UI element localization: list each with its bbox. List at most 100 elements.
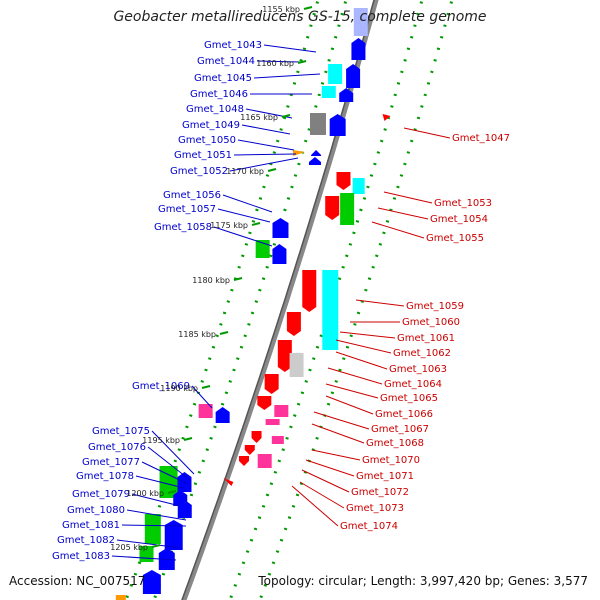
gene-label-gmet-1071: Gmet_1071 <box>356 471 414 482</box>
gene-label-gmet-1068: Gmet_1068 <box>366 438 424 449</box>
dotted-ring-3 <box>258 0 454 600</box>
feature-1080 <box>177 500 192 518</box>
leader-gmet-1049 <box>241 124 291 135</box>
gene-label-gmet-1050: Gmet_1050 <box>178 135 236 146</box>
position-ticks: 1155 kbp 1160 kbp 1165 kbp 1170 kbp 1175 kbp… <box>110 5 313 552</box>
gene-label-gmet-1063: Gmet_1063 <box>389 364 447 375</box>
dotted-ring-0 <box>124 0 320 600</box>
gene-label-gmet-1059: Gmet_1059 <box>406 301 464 312</box>
gene-label-gmet-1055: Gmet_1055 <box>426 233 484 244</box>
feature-1044 <box>328 64 343 84</box>
gene-label-gmet-1077: Gmet_1077 <box>82 457 140 468</box>
leader-gmet-1072 <box>301 469 350 493</box>
gene-label-gmet-1043: Gmet_1043 <box>204 40 262 51</box>
leader-gmet-1069 <box>191 385 213 409</box>
feature-1052 <box>308 157 321 165</box>
gene-label-gmet-1066: Gmet_1066 <box>375 409 433 420</box>
feature-1046 <box>339 88 354 102</box>
leader-gmet-1063 <box>335 351 388 370</box>
tick-mark-1 <box>297 60 307 64</box>
gene-label-gmet-1047: Gmet_1047 <box>452 133 510 144</box>
feature-1058 <box>272 244 287 264</box>
leader-gmet-1064 <box>327 367 383 385</box>
feature-1053 <box>336 172 351 190</box>
feature-top <box>353 8 368 36</box>
gene-label-gmet-1045: Gmet_1045 <box>194 73 252 84</box>
leader-gmet-1065 <box>325 383 379 399</box>
gene-label-gmet-1056: Gmet_1056 <box>163 190 221 201</box>
gene-label-gmet-1082: Gmet_1082 <box>57 535 115 546</box>
leader-gmet-1057 <box>217 208 271 223</box>
tick-label-8: 1195 kbp <box>142 436 180 445</box>
feature-1062 <box>277 340 292 372</box>
gene-label-gmet-1069: Gmet_1069 <box>132 381 190 392</box>
feature-1070 <box>271 436 284 444</box>
feature-1065 <box>257 396 272 410</box>
leader-gmet-1067 <box>313 411 370 430</box>
gene-label-gmet-1064: Gmet_1064 <box>384 379 442 390</box>
tick-mark-9 <box>167 490 177 494</box>
leader-gmet-1061 <box>339 331 396 339</box>
tick-mark-10 <box>151 544 161 548</box>
accession-text: Accession: NC_007517 <box>9 574 146 588</box>
leader-gmet-1074 <box>291 485 339 527</box>
leader-gmet-1051 <box>233 153 297 156</box>
gene-label-gmet-1081: Gmet_1081 <box>62 520 120 531</box>
feature-1056 <box>272 218 289 238</box>
feature-1069a <box>198 404 213 418</box>
tick-label-4: 1175 kbp <box>210 221 248 230</box>
gene-label-gmet-1080: Gmet_1080 <box>67 505 125 516</box>
leader-gmet-1083 <box>111 555 177 561</box>
feature-1059 <box>322 270 339 350</box>
gene-label-gmet-1073: Gmet_1073 <box>346 503 404 514</box>
gene-label-gmet-1083: Gmet_1083 <box>52 551 110 562</box>
leader-gmet-1050 <box>237 139 295 151</box>
leader-gmet-1053 <box>383 191 433 204</box>
gene-labels: Gmet_1043 Gmet_1044 Gmet_1045 Gmet_1046 Gmet… <box>52 40 510 562</box>
tick-label-1: 1160 kbp <box>256 59 294 68</box>
tick-label-3: 1170 kbp <box>226 167 264 176</box>
feature-1068 <box>251 431 262 443</box>
leader-gmet-1058 <box>213 226 273 247</box>
tick-label-9: 1200 kbp <box>126 489 164 498</box>
gene-label-gmet-1061: Gmet_1061 <box>397 333 455 344</box>
gene-label-gmet-1046: Gmet_1046 <box>190 89 248 100</box>
leader-gmet-1044 <box>256 60 301 63</box>
leader-gmet-1052 <box>229 157 299 172</box>
leader-gmet-1077 <box>141 461 189 485</box>
tick-mark-7 <box>201 385 211 389</box>
feature-1063 <box>289 353 304 377</box>
feature-1069b <box>215 407 230 423</box>
feature-1045 <box>346 64 361 88</box>
feature-1048 <box>309 113 326 135</box>
gene-label-gmet-1065: Gmet_1065 <box>380 393 438 404</box>
tick-label-7: 1190 kbp <box>160 384 198 393</box>
gene-label-gmet-1048: Gmet_1048 <box>186 104 244 115</box>
leader-gmet-1070 <box>311 449 361 461</box>
leader-gmet-1076 <box>147 446 191 481</box>
gene-label-gmet-1070: Gmet_1070 <box>362 455 420 466</box>
tick-mark-8 <box>183 437 193 441</box>
feature-1050 <box>293 150 306 156</box>
leader-gmet-1081 <box>121 524 187 527</box>
leader-gmet-1045 <box>253 73 321 79</box>
gene-label-gmet-1072: Gmet_1072 <box>351 487 409 498</box>
label-leaders <box>111 44 451 561</box>
feature-1047 <box>382 114 391 121</box>
tick-mark-4 <box>251 222 261 226</box>
leader-gmet-1073 <box>299 481 345 509</box>
topology-text: Topology: circular; Length: 3,997,420 bp… <box>258 574 588 588</box>
gene-label-gmet-1062: Gmet_1062 <box>393 348 451 359</box>
tick-mark-3 <box>267 168 277 172</box>
leader-gmet-1075 <box>151 430 195 475</box>
tick-label-5: 1180 kbp <box>192 276 230 285</box>
feature-1066 <box>274 405 289 417</box>
leader-gmet-1043 <box>263 44 317 53</box>
gene-label-gmet-1053: Gmet_1053 <box>434 198 492 209</box>
leader-gmet-1080 <box>126 509 187 521</box>
gene-label-gmet-1078: Gmet_1078 <box>76 471 134 482</box>
leader-gmet-1066 <box>325 395 374 415</box>
feature-1043 <box>351 38 366 60</box>
